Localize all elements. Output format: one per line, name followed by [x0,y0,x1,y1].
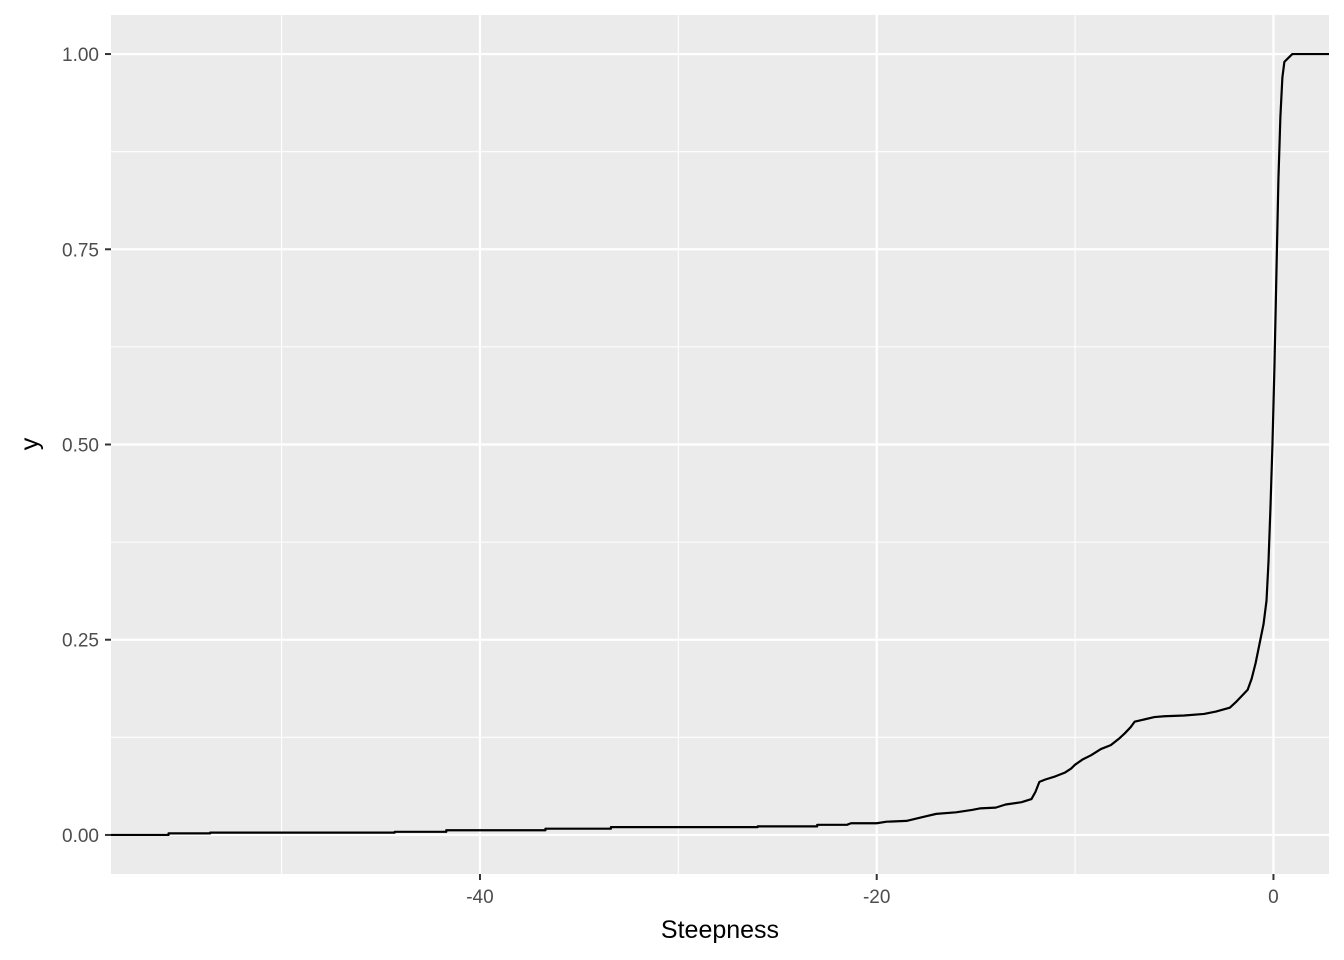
y-tick-label: 0.75 [62,240,99,261]
y-tick-label: 0.00 [62,826,99,847]
major-gridlines [111,15,1329,874]
x-tick-label: -20 [863,887,890,908]
y-axis: 0.00 0.25 0.50 0.75 1.00 [62,45,111,847]
y-tick-label: 0.25 [62,631,99,652]
x-tick-label: -40 [466,887,493,908]
y-tick-label: 0.50 [62,436,99,457]
y-axis-title: y [16,437,44,450]
x-axis-title: Steepness [661,916,779,944]
x-axis: -40 -20 0 [466,874,1279,908]
data-line [111,52,1329,837]
y-tick-label: 1.00 [62,45,99,66]
x-tick-label: 0 [1268,887,1279,908]
